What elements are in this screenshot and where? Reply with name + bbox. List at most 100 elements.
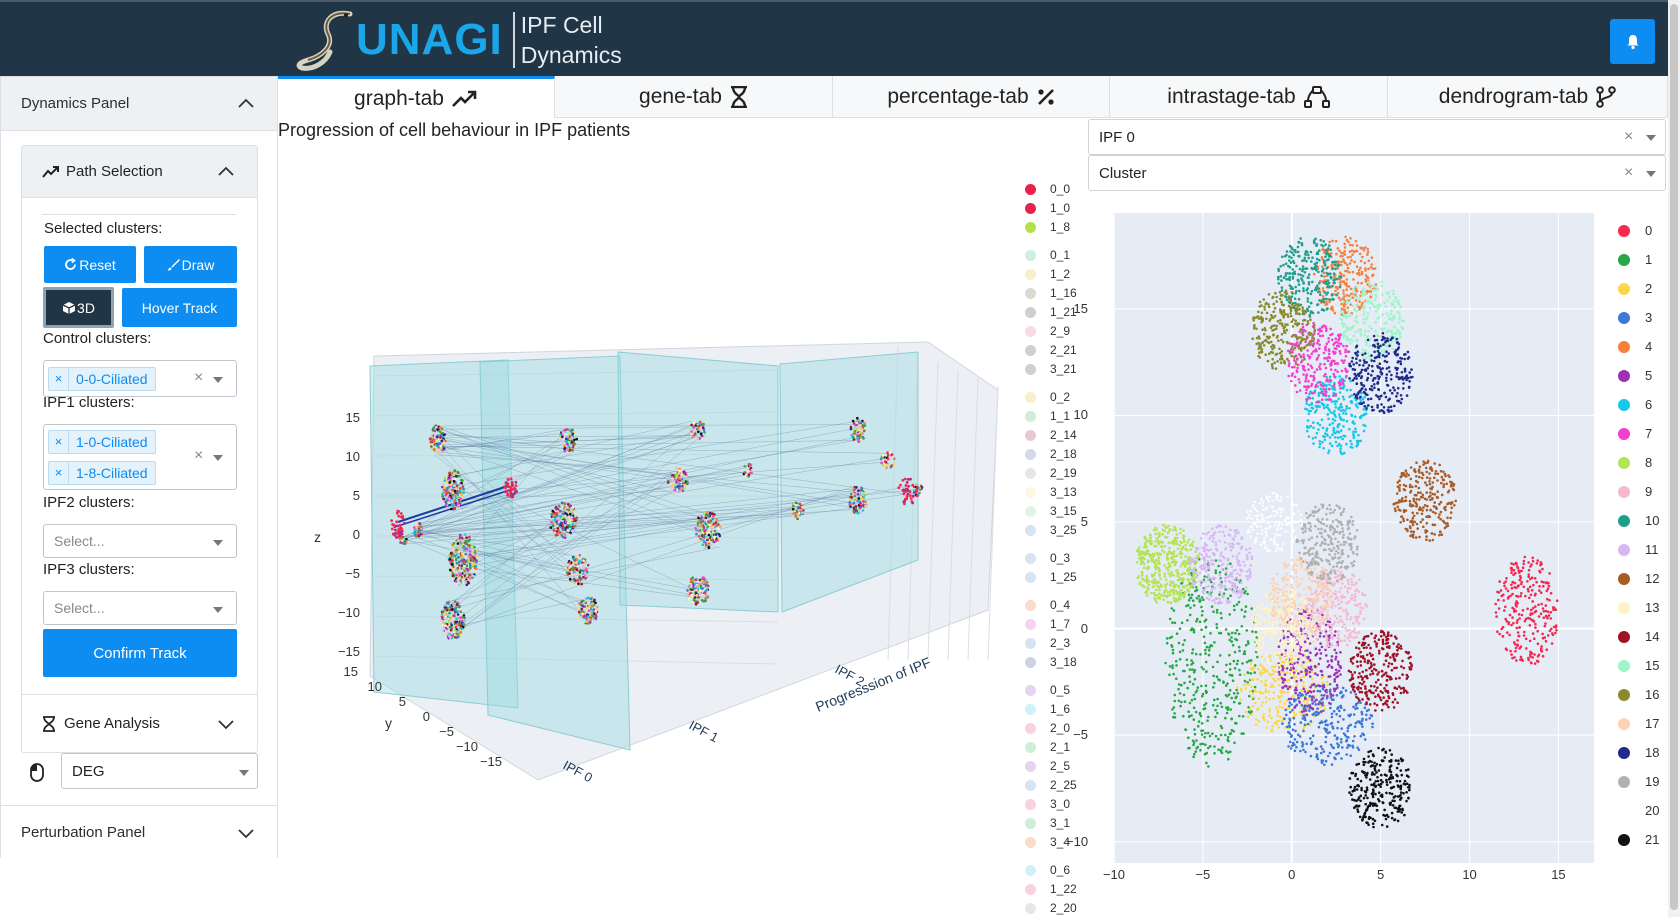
ipf2-clusters-select[interactable]: Select... [43,524,237,558]
legend-item[interactable]: 1_21 [1022,303,1082,321]
draw-button[interactable]: Draw [144,246,237,283]
analysis-type-select[interactable]: DEG [61,753,258,789]
legend-item[interactable]: 0_3 [1022,549,1082,567]
notifications-button[interactable] [1610,19,1655,64]
cell-point [558,509,562,513]
trajectory-edge [469,559,583,614]
legend-item[interactable]: 2_5 [1022,757,1082,775]
legend-item[interactable]: 1_0 [1022,199,1082,217]
confirm-track-button[interactable]: Confirm Track [43,629,237,677]
cluster-chip[interactable]: × 1-0-Ciliated [48,430,156,454]
chevron-down-icon[interactable] [1646,171,1656,177]
tab-graph[interactable]: graph-tab [278,76,555,118]
legend-item[interactable]: 2_14 [1022,426,1082,444]
legend-item[interactable]: 2_21 [1022,341,1082,359]
umap-point [1293,375,1297,379]
clear-icon[interactable]: × [1624,128,1634,145]
legend-item[interactable]: 0_2 [1022,388,1082,406]
three-d-button[interactable]: 3D [43,287,114,328]
umap-point [1288,706,1291,710]
umap-point [1348,407,1351,410]
legend-item[interactable]: 2_3 [1022,634,1082,652]
tab-percentage[interactable]: percentage-tab [833,76,1110,118]
branch-icon [1596,85,1617,108]
tab-intrastage[interactable]: intrastage-tab [1110,76,1388,118]
legend-item[interactable]: 0_0 [1022,180,1082,198]
chip-label: 1-8-Ciliated [76,465,148,481]
legend-item[interactable]: 0_5 [1022,681,1082,699]
umap-point [1233,667,1237,670]
legend-item[interactable]: 2_0 [1022,719,1082,737]
cell-point [570,575,574,578]
clear-icon[interactable]: × [194,369,204,386]
clear-icon[interactable]: × [194,447,204,464]
remove-chip-icon[interactable]: × [49,431,69,453]
legend-item[interactable]: 0_1 [1022,246,1082,264]
legend-item[interactable]: 1_7 [1022,615,1082,633]
legend-item[interactable]: 2_19 [1022,464,1082,482]
legend-item[interactable]: 1_2 [1022,265,1082,283]
legend-item[interactable]: 3_25 [1022,521,1082,539]
legend-item[interactable]: 2_18 [1022,445,1082,463]
umap-point [1512,641,1516,644]
hover-track-button[interactable]: Hover Track [122,288,237,327]
cell-point [553,515,557,519]
legend-item[interactable]: 3_0 [1022,795,1082,813]
tab-gene[interactable]: gene-tab [555,76,833,118]
legend-item[interactable]: 0_4 [1022,596,1082,614]
legend-item[interactable]: 1_8 [1022,218,1082,236]
legend-item[interactable]: 1_16 [1022,284,1082,302]
umap-point [1213,745,1216,748]
umap-scatter-plot[interactable] [1092,205,1602,865]
legend-item[interactable]: 2_1 [1022,738,1082,756]
umap-point [1154,532,1157,536]
page-scrollbar-thumb[interactable] [1670,4,1678,910]
legend-item[interactable]: 1_1 [1022,407,1082,425]
chevron-down-icon[interactable] [239,770,249,776]
cluster-chip[interactable]: × 0-0-Ciliated [48,367,156,391]
perturbation-panel-header[interactable]: Perturbation Panel [1,805,277,859]
umap-point [1243,679,1247,683]
legend-item[interactable]: 3_18 [1022,653,1082,671]
remove-chip-icon[interactable]: × [49,368,69,390]
legend-item[interactable]: 3_13 [1022,483,1082,501]
cell-point [440,612,444,616]
umap-point [1309,424,1313,428]
legend-item[interactable]: 3_21 [1022,360,1082,378]
cell-point [457,616,461,620]
tab-dendrogram[interactable]: dendrogram-tab [1388,76,1668,118]
gene-analysis-header[interactable]: Gene Analysis [22,694,257,752]
cluster-chip[interactable]: × 1-8-Ciliated [48,461,156,485]
chevron-down-icon[interactable] [213,455,223,461]
control-clusters-select[interactable]: × 0-0-Ciliated × [43,360,237,397]
chevron-down-icon[interactable] [213,377,223,383]
legend-item[interactable]: 1_22 [1022,880,1082,898]
legend-item[interactable]: 3_1 [1022,814,1082,832]
chevron-down-icon[interactable] [1646,135,1656,141]
cell-point [468,550,472,553]
ipf3-clusters-select[interactable]: Select... [43,591,237,625]
legend-item[interactable]: 2_20 [1022,899,1082,917]
chevron-down-icon[interactable] [213,607,223,613]
legend-item[interactable]: 2_25 [1022,776,1082,794]
dynamics-panel-header[interactable]: Dynamics Panel [1,77,277,131]
legend-item[interactable]: 3_4 [1022,833,1082,851]
legend-item[interactable]: 0_6 [1022,861,1082,879]
umap-point [1204,625,1208,629]
chevron-down-icon[interactable] [213,540,223,546]
legend-item[interactable]: 1_6 [1022,700,1082,718]
umap-point [1263,718,1266,722]
umap-point [1276,714,1279,717]
legend-item[interactable]: 1_25 [1022,568,1082,586]
stage-select[interactable]: IPF 0 × [1088,119,1666,155]
color-by-select[interactable]: Cluster × [1088,155,1666,191]
legend-item[interactable]: 2_9 [1022,322,1082,340]
ipf1-clusters-select[interactable]: × 1-0-Ciliated × 1-8-Ciliated × [43,424,237,490]
reset-button[interactable]: Reset [44,246,136,283]
umap-point [1243,673,1246,677]
remove-chip-icon[interactable]: × [49,462,69,484]
legend-item[interactable]: 3_15 [1022,502,1082,520]
clear-icon[interactable]: × [1624,164,1634,181]
path-selection-header[interactable]: Path Selection [22,146,257,198]
